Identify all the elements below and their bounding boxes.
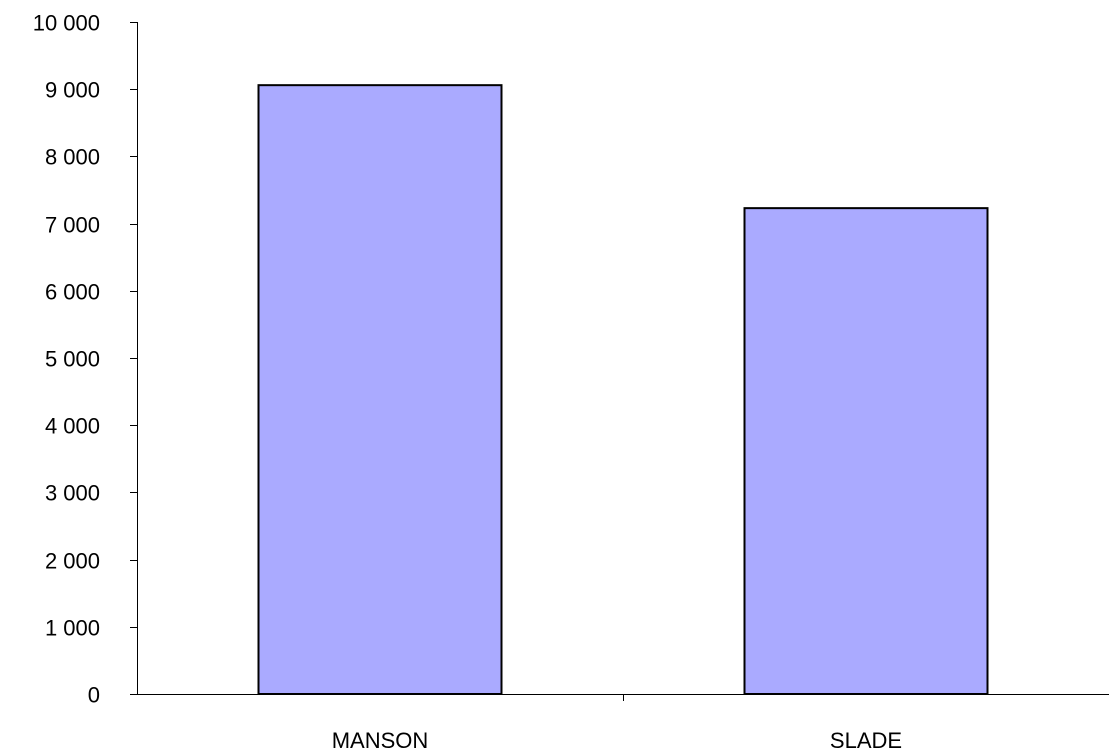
y-tick-label: 3 000 (45, 481, 100, 506)
bar-manson (257, 84, 503, 695)
y-tick-label: 5 000 (45, 347, 100, 372)
y-tick-label: 0 (88, 683, 100, 708)
x-axis-ticks: MANSON SLADE (332, 694, 902, 753)
y-tick-label: 2 000 (45, 549, 100, 574)
y-tick-label: 10 000 (33, 11, 100, 36)
x-category-label: SLADE (830, 728, 902, 753)
y-axis-ticks: 0 1 000 2 000 3 000 4 000 5 000 6 000 7 000 8 00… (33, 11, 137, 708)
y-tick-label: 8 000 (45, 145, 100, 170)
y-tick-label: 1 000 (45, 616, 100, 641)
bars-layer (257, 84, 989, 695)
y-tick-label: 6 000 (45, 280, 100, 305)
x-category-label: MANSON (332, 728, 429, 753)
y-tick-label: 7 000 (45, 213, 100, 238)
y-tick-label: 4 000 (45, 414, 100, 439)
y-tick-label: 9 000 (45, 78, 100, 103)
bar-slade (743, 207, 989, 695)
